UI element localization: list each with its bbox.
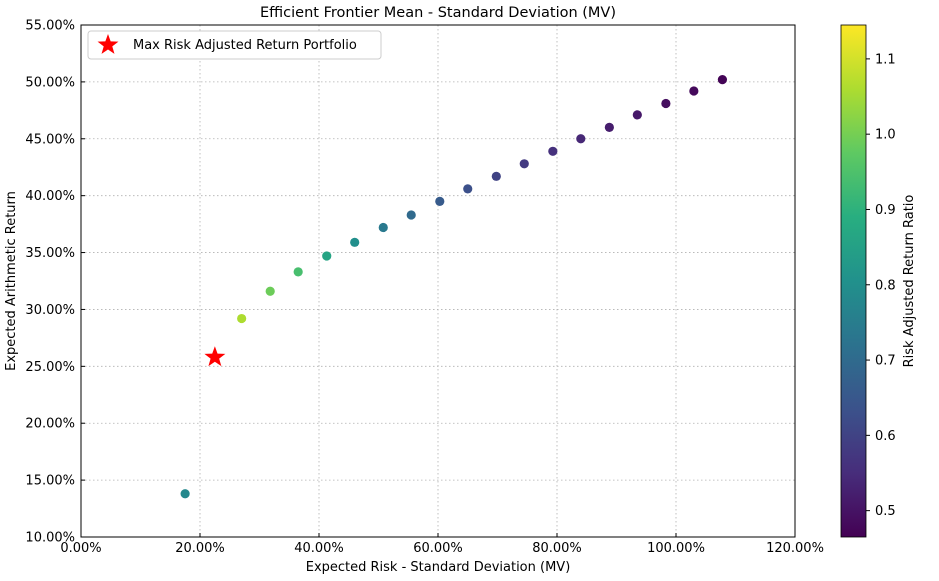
y-tick-label: 40.00% — [25, 189, 75, 204]
y-axis-ticks: 10.00% 15.00% 20.00% 25.00% 30.00% 35.00% 40.0… — [25, 19, 85, 546]
y-axis-label: Expected Arithmetic Return — [4, 191, 19, 371]
x-tick-label: 0.00% — [60, 541, 101, 556]
colorbar-label: Risk Adjusted Return Ratio — [902, 195, 917, 368]
frontier-point — [237, 313, 247, 324]
frontier-point — [519, 159, 529, 169]
max-risk-adjusted-marker — [204, 346, 226, 367]
x-tick-label: 60.00% — [413, 541, 463, 556]
colorbar-tick-label: 0.9 — [875, 203, 896, 218]
x-axis-ticks: 0.00% 20.00% 40.00% 60.00% 80.00% 100.00% 120.… — [60, 533, 824, 556]
frontier-point — [632, 110, 642, 120]
y-tick-label: 20.00% — [25, 417, 75, 432]
frontier-point — [717, 75, 728, 85]
x-axis-label: Expected Risk - Standard Deviation (MV) — [306, 560, 571, 575]
frontier-point — [378, 222, 388, 233]
y-tick-label: 25.00% — [25, 360, 75, 375]
frontier-point — [293, 267, 303, 277]
frontier-points — [180, 75, 728, 499]
legend: Max Risk Adjusted Return Portfolio — [87, 30, 382, 60]
grid-lines — [81, 25, 795, 537]
colorbar-tick-label: 0.5 — [875, 504, 896, 519]
y-tick-label: 15.00% — [25, 474, 75, 489]
frontier-point — [548, 146, 558, 156]
colorbar-ticks: 0.5 0.6 0.7 0.8 0.9 1.0 1.1 — [866, 52, 896, 519]
x-tick-label: 120.00% — [766, 541, 824, 556]
x-tick-label: 100.00% — [647, 541, 705, 556]
chart-title: Efficient Frontier Mean - Standard Devia… — [260, 5, 616, 21]
frontier-point — [265, 286, 275, 296]
colorbar-tick-label: 1.1 — [875, 52, 896, 67]
colorbar — [840, 24, 867, 538]
legend-star-icon — [97, 34, 119, 54]
y-tick-label: 10.00% — [25, 531, 75, 546]
x-tick-label: 40.00% — [294, 541, 344, 556]
y-tick-label: 45.00% — [25, 132, 75, 147]
frontier-point — [604, 122, 614, 132]
frontier-point — [350, 237, 360, 247]
frontier-point — [435, 196, 445, 206]
y-tick-label: 50.00% — [25, 75, 75, 90]
frontier-point — [491, 171, 501, 181]
frontier-point — [463, 184, 473, 194]
colorbar-tick-label: 1.0 — [875, 128, 896, 143]
legend-label: Max Risk Adjusted Return Portfolio — [133, 38, 357, 53]
colorbar-tick-label: 0.8 — [875, 278, 896, 293]
frontier-point — [406, 210, 416, 220]
frontier-point — [689, 86, 699, 96]
max-risk-adjusted-star — [204, 346, 226, 367]
legend-box — [87, 30, 382, 60]
y-tick-label: 30.00% — [25, 303, 75, 318]
colorbar-tick-label: 0.6 — [875, 429, 896, 444]
frontier-point — [576, 134, 586, 144]
x-tick-label: 80.00% — [532, 541, 582, 556]
y-tick-label: 55.00% — [25, 19, 75, 34]
x-tick-label: 20.00% — [175, 541, 225, 556]
colorbar-tick-label: 0.7 — [875, 354, 896, 369]
frontier-point — [180, 489, 190, 499]
y-tick-label: 35.00% — [25, 246, 75, 261]
frontier-point — [322, 251, 332, 261]
frontier-point — [661, 98, 671, 109]
